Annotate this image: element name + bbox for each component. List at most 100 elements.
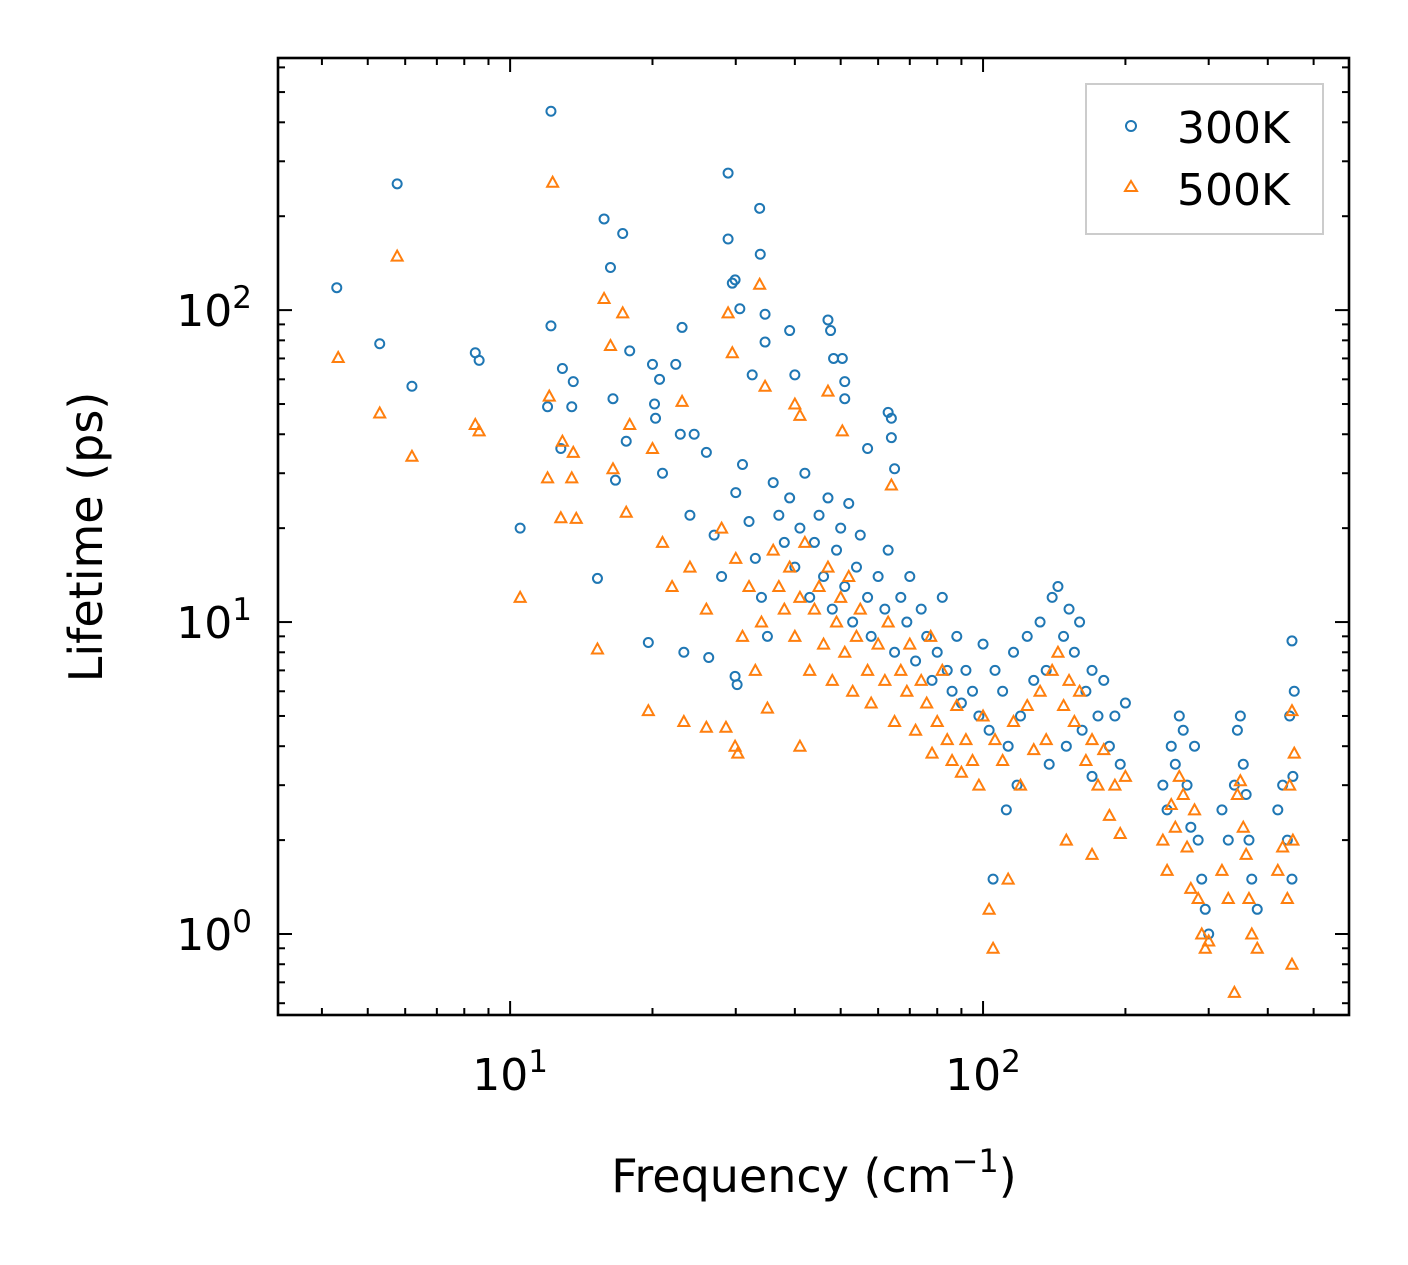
- point-500K: [987, 732, 1003, 746]
- point-500K: [1214, 862, 1230, 876]
- point-500K: [923, 628, 938, 642]
- x-axis-label: Frequency (cm−1): [611, 1142, 1016, 1203]
- point-500K: [619, 504, 634, 518]
- point-500K: [1006, 713, 1021, 727]
- point-500K: [1194, 926, 1209, 940]
- point-500K: [841, 568, 856, 582]
- point-300K: [743, 516, 755, 528]
- point-500K: [975, 708, 991, 722]
- point-500K: [1172, 768, 1187, 782]
- point-300K: [872, 570, 884, 582]
- point-500K: [1285, 832, 1301, 846]
- point-300K: [1034, 616, 1046, 628]
- point-300K: [1272, 804, 1284, 816]
- point-500K: [985, 940, 1001, 954]
- point-300K: [847, 616, 859, 628]
- point-300K: [700, 446, 712, 458]
- point-300K: [836, 352, 848, 364]
- point-500K: [935, 662, 950, 676]
- point-300K: [936, 591, 948, 603]
- point-300K: [799, 467, 811, 479]
- point-500K: [870, 636, 886, 650]
- point-300K: [1286, 873, 1298, 885]
- point-300K: [904, 570, 916, 582]
- point-500K: [845, 683, 860, 697]
- point-500K: [1061, 672, 1077, 686]
- point-500K: [725, 345, 740, 359]
- point-300K: [598, 213, 610, 225]
- point-300K: [1173, 710, 1185, 722]
- point-500K: [1107, 777, 1123, 791]
- point-500K: [1056, 697, 1071, 712]
- point-300K: [826, 603, 838, 615]
- point-500K: [908, 722, 923, 736]
- point-500K: [372, 405, 387, 419]
- point-500K: [1044, 662, 1060, 676]
- point-300K: [804, 591, 816, 603]
- point-500K: [766, 542, 781, 556]
- point-300K: [839, 393, 851, 405]
- point-300K: [1086, 770, 1098, 782]
- point-500K: [958, 732, 974, 746]
- point-500K: [1284, 703, 1300, 717]
- point-300K: [989, 664, 1001, 676]
- plot-frame: [276, 56, 1351, 1017]
- point-300K: [716, 570, 728, 582]
- point-300K: [1098, 674, 1110, 686]
- point-300K: [895, 591, 907, 603]
- point-500K: [1000, 871, 1016, 885]
- point-300K: [473, 354, 485, 366]
- point-300K: [754, 248, 766, 260]
- point-500K: [1233, 773, 1248, 787]
- point-500K: [829, 614, 844, 628]
- x-tick-labels: 101 102: [472, 1044, 1021, 1101]
- point-500K: [1201, 933, 1216, 947]
- point-300K: [997, 685, 1009, 697]
- point-500K: [1084, 846, 1100, 860]
- point-300K: [910, 655, 922, 667]
- point-500K: [802, 662, 817, 676]
- point-500K: [730, 745, 745, 759]
- point-500K: [622, 416, 637, 430]
- point-500K: [664, 578, 680, 593]
- point-500K: [782, 559, 797, 573]
- point-300K: [946, 685, 958, 697]
- point-300K: [759, 336, 771, 348]
- point-500K: [389, 248, 405, 262]
- point-500K: [849, 628, 864, 642]
- point-300K: [1021, 630, 1033, 642]
- legend-label-500k: 500K: [1177, 165, 1291, 216]
- point-300K: [649, 398, 661, 410]
- point-300K: [1008, 646, 1020, 658]
- point-300K: [901, 616, 913, 628]
- point-500K: [1236, 819, 1251, 833]
- point-500K: [771, 578, 787, 593]
- point-300K: [734, 303, 746, 315]
- point-300K: [967, 685, 979, 697]
- point-500K: [735, 628, 750, 642]
- point-300K: [746, 369, 758, 381]
- legend-label-300k: 300K: [1177, 103, 1291, 154]
- point-300K: [729, 274, 741, 286]
- point-300K: [755, 591, 767, 603]
- point-300K: [773, 509, 785, 521]
- point-300K: [822, 492, 834, 504]
- point-500K: [893, 662, 908, 676]
- point-500K: [1072, 683, 1087, 697]
- point-500K: [833, 589, 848, 603]
- point-300K: [1165, 740, 1177, 752]
- point-500K: [944, 752, 960, 766]
- point-300K: [703, 651, 715, 663]
- point-300K: [1286, 635, 1298, 647]
- point-300K: [839, 581, 851, 593]
- point-500K: [699, 719, 714, 733]
- point-300K: [1092, 710, 1104, 722]
- point-500K: [1270, 862, 1286, 876]
- point-300K: [708, 529, 720, 541]
- x-tick-label: 102: [945, 1044, 1021, 1101]
- point-500K: [718, 719, 734, 733]
- point-300K: [784, 325, 796, 337]
- point-300K: [822, 314, 834, 326]
- point-500K: [676, 713, 692, 727]
- point-300K: [1068, 646, 1080, 658]
